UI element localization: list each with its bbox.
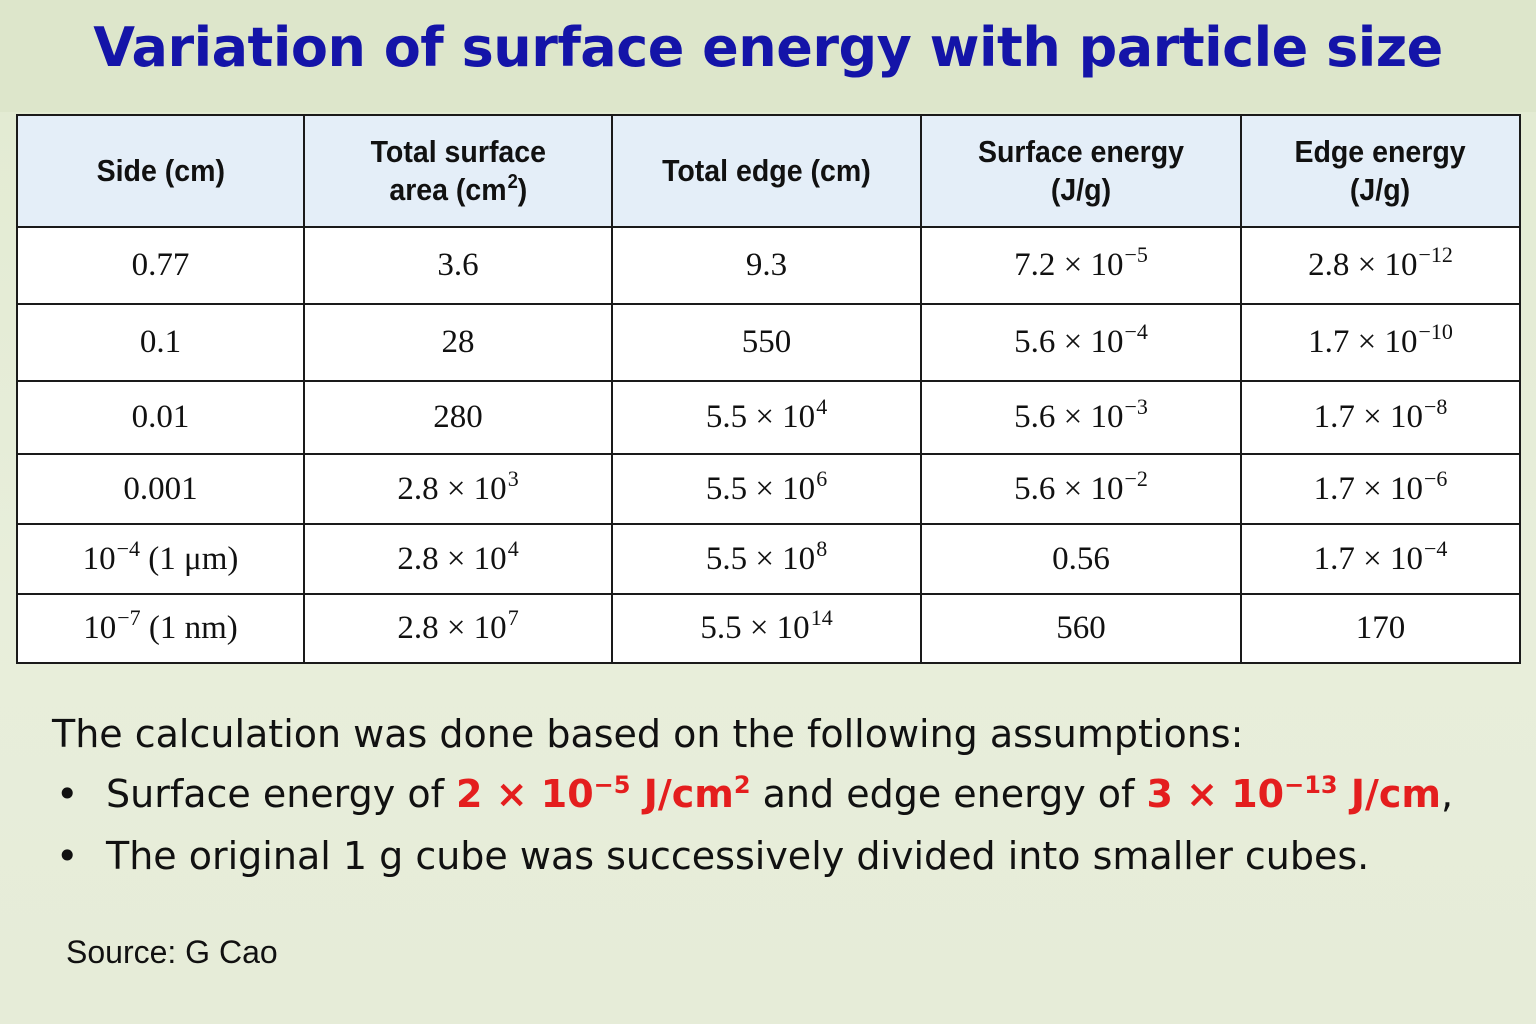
cell-surface-energy: 560 (920, 593, 1242, 664)
cell-surface-energy: 0.56 (920, 523, 1242, 595)
cell-total-surface-area: 2.8 × 107 (303, 593, 613, 664)
cell-total-surface-area: 28 (303, 303, 613, 382)
table-row: 10−4 (1 μm) 2.8 × 104 5.5 × 108 0.56 1.7 × 1… (16, 523, 1521, 595)
assumption-energy-text: Surface energy of 2 × 10−5 J/cm2 and edg… (106, 771, 1454, 816)
table-row: 0.77 3.6 9.3 7.2 × 10−5 2.8 × 10−12 (16, 226, 1521, 305)
cell-surface-energy: 7.2 × 10−5 (920, 226, 1242, 305)
table-row: 0.1 28 550 5.6 × 10−4 1.7 × 10−10 (16, 303, 1521, 382)
table-row: 0.001 2.8 × 103 5.5 × 106 5.6 × 10−2 1.7 × 1… (16, 453, 1521, 525)
header-side: Side (cm) (16, 114, 305, 228)
table-header-row: Side (cm) Total surface area (cm2) Total … (16, 114, 1521, 228)
cell-surface-energy: 5.6 × 10−3 (920, 380, 1242, 455)
cell-side: 0.1 (16, 303, 305, 382)
header-total-surface-area: Total surface area (cm2) (303, 114, 613, 228)
cell-total-surface-area: 2.8 × 104 (303, 523, 613, 595)
cell-total-edge: 5.5 × 108 (611, 523, 922, 595)
cell-edge-energy: 1.7 × 10−8 (1240, 380, 1521, 455)
cell-edge-energy: 1.7 × 10−4 (1240, 523, 1521, 595)
page-title: Variation of surface energy with particl… (93, 16, 1443, 79)
data-table: Side (cm) Total surface area (cm2) Total … (16, 114, 1521, 664)
cell-total-edge: 5.5 × 1014 (611, 593, 922, 664)
cell-side: 10−7 (1 nm) (16, 593, 305, 664)
cell-surface-energy: 5.6 × 10−4 (920, 303, 1242, 382)
cell-side: 10−4 (1 μm) (16, 523, 305, 595)
cell-edge-energy: 1.7 × 10−6 (1240, 453, 1521, 525)
cell-edge-energy: 170 (1240, 593, 1521, 664)
cell-side: 0.77 (16, 226, 305, 305)
cell-total-edge: 550 (611, 303, 922, 382)
assumption-cube-text: The original 1 g cube was successively d… (106, 834, 1370, 878)
cell-total-edge: 9.3 (611, 226, 922, 305)
header-edge-energy: Edge energy (J/g) (1240, 114, 1521, 228)
bullet-icon: • (56, 834, 79, 878)
edge-energy-value: 3 × 10−13 J/cm (1146, 771, 1441, 816)
cell-total-surface-area: 3.6 (303, 226, 613, 305)
cell-edge-energy: 1.7 × 10−10 (1240, 303, 1521, 382)
cell-side: 0.001 (16, 453, 305, 525)
title-band (0, 0, 1536, 112)
header-total-edge: Total edge (cm) (611, 114, 922, 228)
cell-surface-energy: 5.6 × 10−2 (920, 453, 1242, 525)
bullet-icon: • (56, 772, 79, 816)
table-row: 10−7 (1 nm) 2.8 × 107 5.5 × 1014 560 170 (16, 593, 1521, 664)
source-credit: Source: G Cao (66, 934, 278, 970)
cell-total-surface-area: 2.8 × 103 (303, 453, 613, 525)
cell-total-surface-area: 280 (303, 380, 613, 455)
table-row: 0.01 280 5.5 × 104 5.6 × 10−3 1.7 × 10−8 (16, 380, 1521, 455)
cell-side: 0.01 (16, 380, 305, 455)
cell-total-edge: 5.5 × 104 (611, 380, 922, 455)
header-surface-energy: Surface energy (J/g) (920, 114, 1242, 228)
assumptions-intro: The calculation was done based on the fo… (52, 712, 1244, 756)
surface-energy-value: 2 × 10−5 J/cm2 (456, 771, 751, 816)
cell-total-edge: 5.5 × 106 (611, 453, 922, 525)
cell-edge-energy: 2.8 × 10−12 (1240, 226, 1521, 305)
